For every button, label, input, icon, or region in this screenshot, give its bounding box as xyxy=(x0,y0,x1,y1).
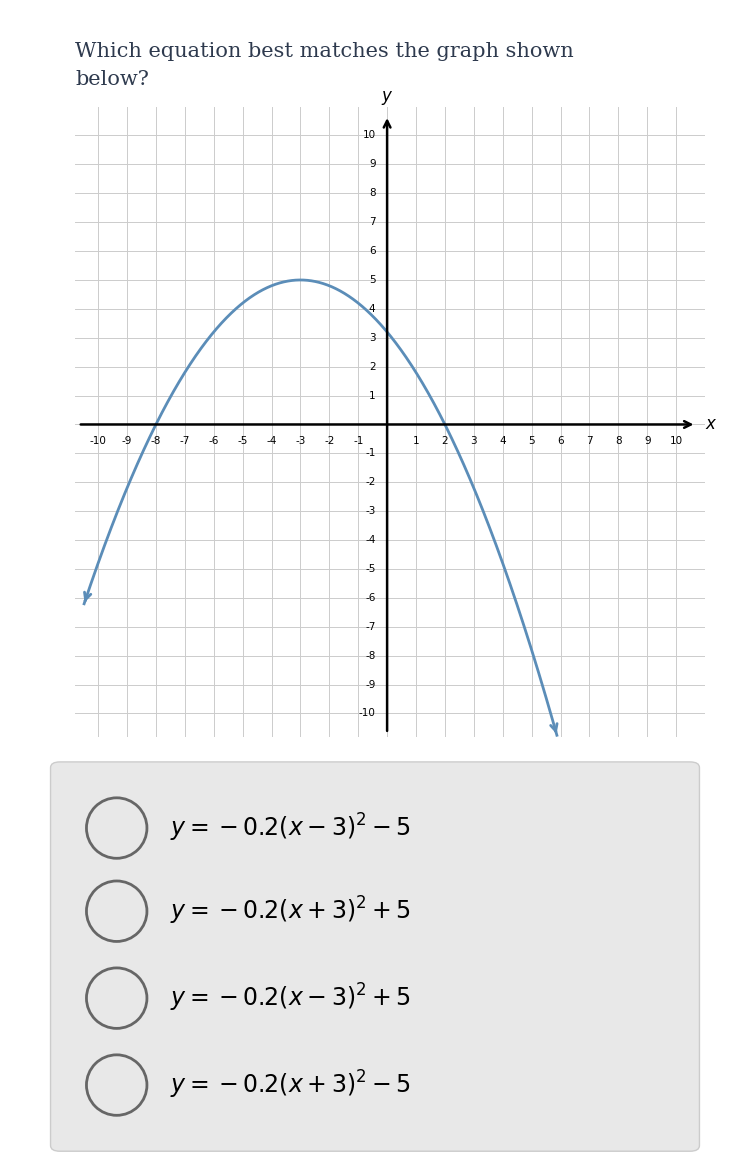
Text: -10: -10 xyxy=(90,436,106,447)
Text: $y$: $y$ xyxy=(381,88,393,107)
Text: -10: -10 xyxy=(358,708,376,719)
Text: -9: -9 xyxy=(122,436,132,447)
Text: -9: -9 xyxy=(365,679,376,690)
Text: -3: -3 xyxy=(365,506,376,516)
Text: 9: 9 xyxy=(644,436,650,447)
Text: 7: 7 xyxy=(369,217,376,227)
Text: 4: 4 xyxy=(369,304,376,314)
Text: 8: 8 xyxy=(369,188,376,198)
Text: -8: -8 xyxy=(365,650,376,661)
Text: below?: below? xyxy=(75,70,148,88)
Text: -7: -7 xyxy=(365,622,376,632)
Text: 1: 1 xyxy=(369,391,376,400)
Text: 6: 6 xyxy=(557,436,564,447)
Text: -2: -2 xyxy=(365,477,376,487)
Text: -6: -6 xyxy=(209,436,219,447)
Text: 4: 4 xyxy=(500,436,506,447)
Text: 8: 8 xyxy=(615,436,622,447)
Text: -1: -1 xyxy=(353,436,364,447)
Text: -3: -3 xyxy=(296,436,305,447)
Text: -7: -7 xyxy=(180,436,190,447)
Text: 5: 5 xyxy=(528,436,535,447)
Text: Which equation best matches the graph shown: Which equation best matches the graph sh… xyxy=(75,42,574,60)
Text: $y = -0.2(x + 3)^2 + 5$: $y = -0.2(x + 3)^2 + 5$ xyxy=(170,896,411,927)
Text: 3: 3 xyxy=(470,436,477,447)
Text: 2: 2 xyxy=(369,362,376,372)
Text: -1: -1 xyxy=(365,449,376,458)
Text: -4: -4 xyxy=(365,535,376,545)
Text: -5: -5 xyxy=(365,564,376,575)
Text: 5: 5 xyxy=(369,274,376,285)
Text: $y = -0.2(x - 3)^2 + 5$: $y = -0.2(x - 3)^2 + 5$ xyxy=(170,982,411,1014)
Text: 7: 7 xyxy=(586,436,592,447)
Text: -6: -6 xyxy=(365,593,376,602)
Text: -5: -5 xyxy=(238,436,248,447)
Text: $y = -0.2(x - 3)^2 - 5$: $y = -0.2(x - 3)^2 - 5$ xyxy=(170,812,411,844)
Text: 10: 10 xyxy=(362,130,376,141)
Text: 6: 6 xyxy=(369,247,376,256)
Text: -8: -8 xyxy=(151,436,161,447)
Text: 10: 10 xyxy=(670,436,682,447)
Text: 1: 1 xyxy=(413,436,419,447)
Text: -4: -4 xyxy=(266,436,277,447)
Text: 2: 2 xyxy=(442,436,448,447)
Text: $y = -0.2(x + 3)^2 - 5$: $y = -0.2(x + 3)^2 - 5$ xyxy=(170,1069,411,1101)
Text: -2: -2 xyxy=(324,436,334,447)
Text: 9: 9 xyxy=(369,159,376,170)
Text: 3: 3 xyxy=(369,333,376,343)
FancyBboxPatch shape xyxy=(50,762,700,1151)
Text: $x$: $x$ xyxy=(705,415,718,434)
